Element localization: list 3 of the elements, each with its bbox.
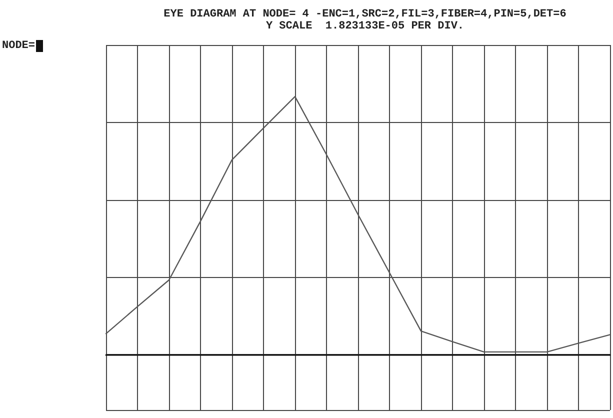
text: NODE= — [2, 40, 36, 52]
chart-title: EYE DIAGRAM AT NODE= 4 -ENC=1,SRC=2,FIL=3,FIBER=4,PIN=5,DET=6 — [164, 8, 566, 20]
chart-subtitle: Y SCALE 1.823133E-05 PER DIV. — [266, 20, 464, 32]
